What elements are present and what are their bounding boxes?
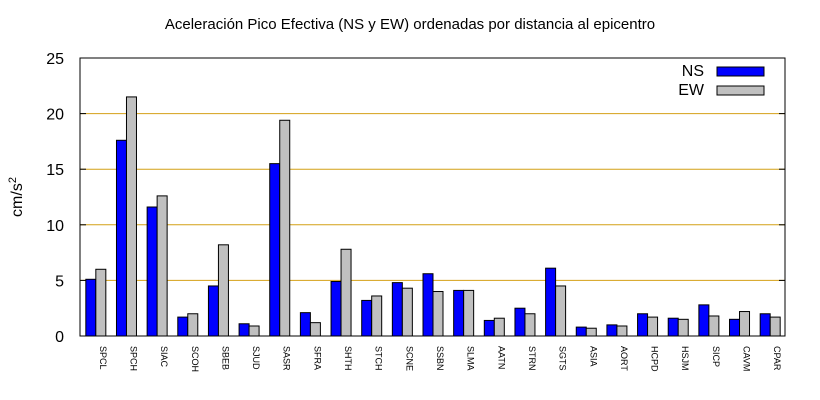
- y-tick-label: 0: [55, 329, 64, 346]
- bar-ns-shth: [330, 281, 342, 337]
- bar-ns-asia: [575, 326, 587, 337]
- x-tick-label: SHTH: [343, 346, 353, 371]
- bar-ew-asia: [585, 327, 597, 337]
- y-tick-label: 15: [46, 162, 64, 179]
- y-axis-label: cm/s2: [7, 177, 26, 217]
- bar-ew-scoh: [187, 313, 199, 337]
- x-tick-label: SBEB: [220, 346, 230, 370]
- bar-ew-slma: [463, 289, 475, 337]
- bar-ns-spch: [115, 139, 127, 337]
- bar-ns-ssbn: [422, 273, 434, 337]
- bar-ns-hsjm: [667, 317, 679, 337]
- bar-ew-scne: [401, 287, 413, 337]
- plot-frame: [79, 57, 786, 337]
- x-tick-label: SCNE: [404, 346, 414, 371]
- bar-ew-siac: [156, 195, 168, 337]
- bar-ew-ssbn: [432, 291, 444, 337]
- bar-ew-sicp: [708, 315, 720, 337]
- x-tick-label: SLMA: [466, 346, 476, 371]
- bar-ns-aatn: [483, 319, 495, 337]
- y-axis-label-superscript: 2: [7, 177, 19, 183]
- x-tick-label: CAVM: [742, 346, 752, 371]
- bar-ew-strn: [524, 313, 536, 337]
- bar-ns-sgts: [545, 267, 557, 337]
- x-tick-label: SIAC: [159, 346, 169, 368]
- bar-ns-scoh: [177, 316, 189, 337]
- x-tick-label: ASIA: [588, 346, 598, 367]
- bar-ns-siac: [146, 206, 158, 337]
- bar-ew-hsjm: [677, 318, 689, 337]
- x-tick-label: HSJM: [680, 346, 690, 371]
- bar-ew-sgts: [555, 285, 567, 337]
- bar-ew-spcl: [95, 268, 107, 337]
- x-tick-label: SPCL: [98, 346, 108, 370]
- y-tick-label: 25: [46, 51, 64, 68]
- y-axis-label-unit: cm/s: [9, 183, 26, 217]
- bar-ew-cpar: [769, 316, 781, 337]
- bar-ns-aort: [606, 324, 618, 337]
- legend-swatch-ew: [716, 85, 765, 96]
- bar-ew-sfra: [309, 322, 321, 337]
- x-tick-label: SFRA: [312, 346, 322, 370]
- bar-ns-sicp: [698, 304, 710, 337]
- x-tick-label: STCH: [374, 346, 384, 371]
- bar-ns-cpar: [759, 313, 771, 337]
- x-tick-label: SJUD: [251, 346, 261, 370]
- bar-ns-scne: [391, 282, 403, 337]
- bar-ns-slma: [453, 289, 465, 337]
- x-tick-label: CPAR: [772, 346, 782, 371]
- bar-ew-aatn: [493, 317, 505, 337]
- bar-ns-sbeb: [207, 285, 219, 337]
- bar-ns-spcl: [85, 278, 97, 337]
- y-tick-label: 5: [55, 273, 64, 290]
- bar-ew-aort: [616, 325, 628, 337]
- legend-label-ew: EW: [678, 82, 705, 99]
- y-tick-label: 20: [46, 107, 64, 124]
- bar-ns-sfra: [299, 312, 311, 337]
- bar-ew-sasr: [279, 119, 291, 337]
- x-tick-label: SASR: [282, 346, 292, 371]
- x-tick-label: AORT: [619, 346, 629, 371]
- bar-ns-strn: [514, 307, 526, 337]
- x-tick-label: SGTS: [558, 346, 568, 371]
- x-tick-label: SICP: [711, 346, 721, 367]
- legend-swatch-ns: [716, 66, 765, 77]
- bar-ns-sjud: [238, 323, 250, 337]
- bar-ew-shth: [340, 248, 352, 337]
- x-tick-label: STRN: [527, 346, 537, 371]
- bar-ns-cavm: [729, 318, 741, 337]
- bar-ew-sjud: [248, 325, 260, 337]
- bar-ns-stch: [361, 299, 373, 337]
- bar-ew-stch: [371, 295, 383, 337]
- bar-ew-hcpd: [647, 316, 659, 337]
- bar-ns-sasr: [269, 163, 281, 337]
- bar-ew-spch: [125, 96, 137, 337]
- x-tick-label: SCOH: [190, 346, 200, 372]
- chart-title: Aceleración Pico Efectiva (NS y EW) orde…: [164, 16, 656, 33]
- legend-label-ns: NS: [682, 63, 704, 80]
- x-tick-label: SPCH: [128, 346, 138, 371]
- x-tick-label: AATN: [496, 346, 506, 369]
- bar-ew-sbeb: [217, 244, 229, 337]
- bar-ns-hcpd: [637, 313, 649, 337]
- x-tick-label: HCPD: [650, 346, 660, 372]
- bar-ew-cavm: [739, 311, 751, 337]
- y-tick-label: 10: [46, 218, 64, 235]
- x-tick-label: SSBN: [435, 346, 445, 371]
